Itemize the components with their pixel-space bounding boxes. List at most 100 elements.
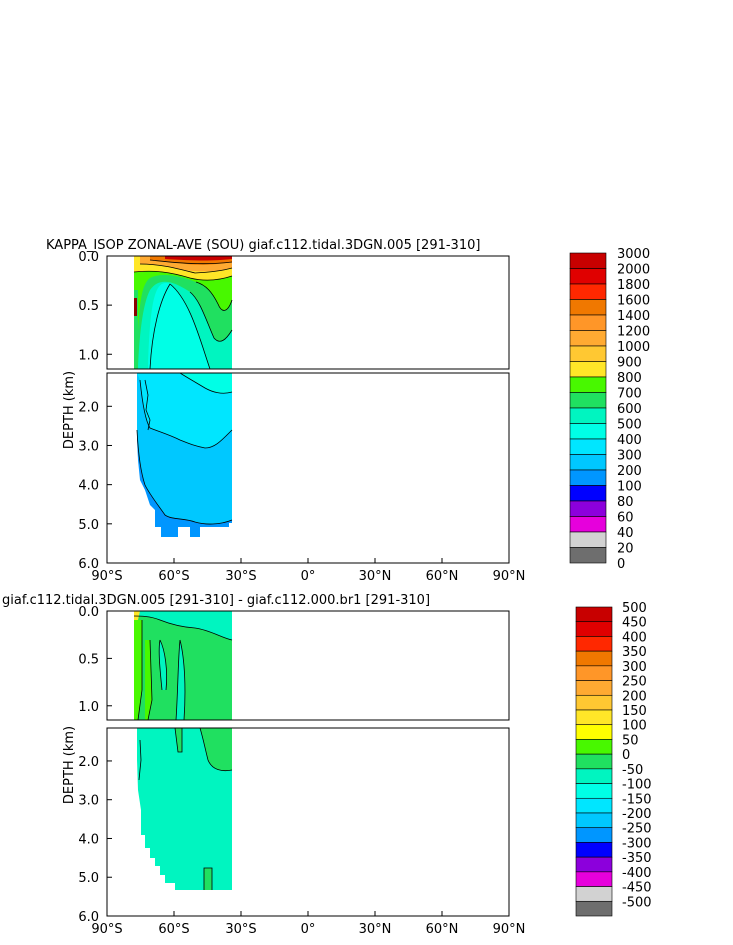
contour-100	[134, 620, 142, 720]
colorbar-swatch	[575, 606, 613, 623]
panel-2-y-ticks: 0.0 0.5 1.0 2.0 3.0 4.0 5.0 6.0	[78, 605, 112, 925]
colorbar-label: -50	[622, 763, 643, 778]
colorbar-label: 500	[617, 418, 642, 433]
y-tick-label: 0.5	[78, 652, 99, 667]
colorbar-swatch	[569, 345, 607, 362]
y-tick-label: 6.0	[78, 557, 99, 572]
colorbar-label: 600	[617, 402, 642, 417]
contour-400	[137, 373, 232, 448]
contour-line	[174, 728, 183, 753]
contour-0	[134, 611, 232, 640]
panel-1-x-ticks: 90°S 60°S 30°S 0° 30°N 60°N 90°N	[91, 558, 525, 584]
colorbar-swatch	[569, 531, 607, 548]
colorbar-swatch	[575, 694, 613, 711]
colorbar-swatch	[569, 407, 607, 424]
contour-line	[137, 620, 153, 720]
colorbar-swatch	[575, 753, 613, 770]
contour-line	[139, 379, 233, 449]
colorbar-label: 350	[622, 645, 647, 660]
contour-minus-50	[137, 728, 232, 890]
panel-1-lower-field	[136, 373, 233, 537]
contour-50	[200, 728, 232, 771]
colorbar-label: 200	[617, 464, 642, 479]
panel-2-upper-frame	[106, 610, 510, 721]
y-tick-label: 4.0	[78, 479, 99, 494]
colorbar-label: 900	[617, 356, 642, 371]
colorbar-swatch	[569, 485, 607, 502]
y-tick-label: 0.0	[78, 605, 99, 620]
contour-line	[133, 270, 233, 281]
colorbar-label: -150	[622, 792, 652, 807]
contour-500	[180, 373, 232, 394]
contour-line	[199, 728, 233, 772]
colorbar-swatch	[575, 680, 613, 696]
colorbar-label: 50	[622, 733, 639, 748]
contour-line	[149, 283, 171, 369]
colorbar-swatch	[575, 665, 613, 681]
colorbar-swatch	[575, 900, 613, 917]
contour-line	[175, 639, 186, 720]
contour-line	[169, 283, 211, 369]
contour-line	[149, 259, 233, 265]
y-tick-label: 6.0	[78, 910, 99, 925]
x-tick-label: 90°N	[493, 569, 526, 584]
colorbar-label: 100	[617, 480, 642, 495]
colorbar-swatch	[575, 827, 613, 843]
contour-line	[179, 373, 233, 394]
colorbar-label: -350	[622, 851, 652, 866]
colorbar-swatch	[569, 438, 607, 455]
panel-1: KAPPA_ISOP ZONAL-AVE (SOU) giaf.c112.tid…	[46, 238, 650, 584]
colorbar-swatch	[569, 376, 607, 393]
y-tick-label: 0.0	[78, 250, 99, 265]
colorbar-swatch	[569, 423, 607, 440]
contour-line	[195, 281, 233, 311]
colorbar-label: 0	[617, 557, 625, 572]
x-tick-label: 90°N	[493, 922, 526, 937]
colorbar-label: -400	[622, 866, 652, 881]
y-tick-label: 1.0	[78, 700, 99, 715]
x-tick-label: 90°S	[91, 569, 122, 584]
colorbar-swatch	[569, 330, 607, 347]
colorbar-label: 700	[617, 387, 642, 402]
contour-50	[175, 728, 182, 752]
colorbar-label: -100	[622, 778, 652, 793]
y-tick-label: 4.0	[78, 832, 99, 847]
colorbar-label: -500	[622, 895, 652, 910]
colorbar-label: 3000	[617, 247, 650, 262]
x-tick-label: 60°N	[426, 922, 459, 937]
colorbar-label: 300	[617, 449, 642, 464]
y-tick-label: 5.0	[78, 518, 99, 533]
colorbar-swatch	[569, 469, 607, 486]
colorbar-label: 300	[622, 660, 647, 675]
x-tick-label: 0°	[301, 922, 316, 937]
colorbar-label: 1000	[617, 340, 650, 355]
contour-line	[158, 639, 168, 691]
panel-2-y-axis-label: DEPTH (km)	[62, 726, 77, 804]
contour-line	[139, 263, 233, 274]
colorbar-swatch	[575, 636, 613, 652]
colorbar-label: 500	[622, 601, 647, 616]
contour-line	[133, 615, 233, 641]
x-tick-label: 0°	[301, 569, 316, 584]
colorbar-swatch	[575, 812, 613, 829]
contour-150	[134, 611, 140, 620]
contour-line	[144, 379, 151, 431]
colorbar-swatch	[575, 768, 613, 784]
contour-100	[145, 640, 152, 720]
colorbar-swatch	[569, 283, 607, 300]
x-tick-label: 30°N	[359, 569, 392, 584]
x-tick-label: 90°S	[91, 922, 122, 937]
panel-2: giaf.c112.tidal.3DGN.005 [291-310] - gia…	[2, 593, 652, 937]
panel-2-x-ticks: 90°S 60°S 30°S 0° 30°N 60°N 90°N	[91, 911, 525, 937]
colorbar-label: 1600	[617, 294, 650, 309]
contour-coast-high	[134, 298, 137, 316]
panel-1-title: KAPPA_ISOP ZONAL-AVE (SOU) giaf.c112.tid…	[46, 238, 480, 253]
colorbar-label: 40	[617, 526, 634, 541]
colorbar-label: 250	[622, 675, 647, 690]
colorbar-label: 150	[622, 704, 647, 719]
panel-2-lower-field	[137, 728, 233, 890]
colorbar-label: 60	[617, 511, 634, 526]
panel-1-y-ticks: 0.0 0.5 1.0 2.0 3.0 4.0 5.0 6.0	[78, 250, 112, 572]
colorbar-label: 100	[622, 719, 647, 734]
x-tick-label: 60°S	[158, 922, 189, 937]
